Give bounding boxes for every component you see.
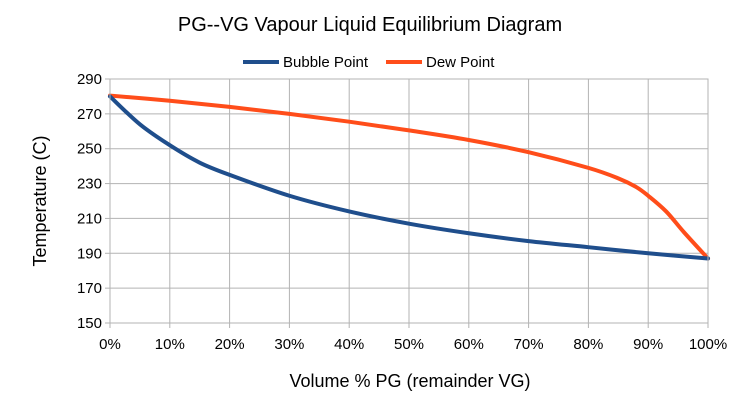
x-tick-label: 60% [454, 336, 484, 353]
x-tick-label: 20% [215, 336, 245, 353]
x-tick-label: 30% [274, 336, 304, 353]
y-tick-label: 230 [77, 176, 102, 193]
legend-label-dew-point: Dew Point [426, 54, 495, 71]
y-tick-label: 250 [77, 141, 102, 158]
chart-title: PG--VG Vapour Liquid Equilibrium Diagram [178, 14, 562, 36]
x-tick-label: 70% [514, 336, 544, 353]
x-tick-label: 10% [155, 336, 185, 353]
x-tick-label: 50% [394, 336, 424, 353]
x-tick-label: 100% [689, 336, 727, 353]
x-tick-labels: 0% 10% 20% 30% 40% 50% 60% 70% 80% 90% 100% [99, 336, 727, 353]
x-tick-label: 40% [334, 336, 364, 353]
y-tick-label: 170 [77, 280, 102, 297]
y-tick-label: 190 [77, 245, 102, 262]
y-tick-labels: 150 170 190 210 230 250 270 290 [77, 71, 102, 332]
x-tick-label: 0% [99, 336, 121, 353]
y-tick-label: 150 [77, 315, 102, 332]
series-lines [108, 93, 710, 261]
x-tick-label: 80% [573, 336, 603, 353]
legend: Bubble Point Dew Point [243, 54, 495, 71]
x-axis-title: Volume % PG (remainder VG) [289, 371, 530, 391]
y-tick-label: 270 [77, 106, 102, 123]
series-line-dew-point [108, 93, 710, 261]
y-tick-label: 210 [77, 210, 102, 227]
y-axis-title: Temperature (C) [30, 135, 50, 266]
plot-area-border [109, 78, 709, 324]
legend-label-bubble-point: Bubble Point [283, 54, 369, 71]
grid [105, 78, 709, 328]
y-tick-label: 290 [77, 71, 102, 88]
x-tick-label: 90% [633, 336, 663, 353]
series-line-bubble-point [108, 94, 710, 261]
